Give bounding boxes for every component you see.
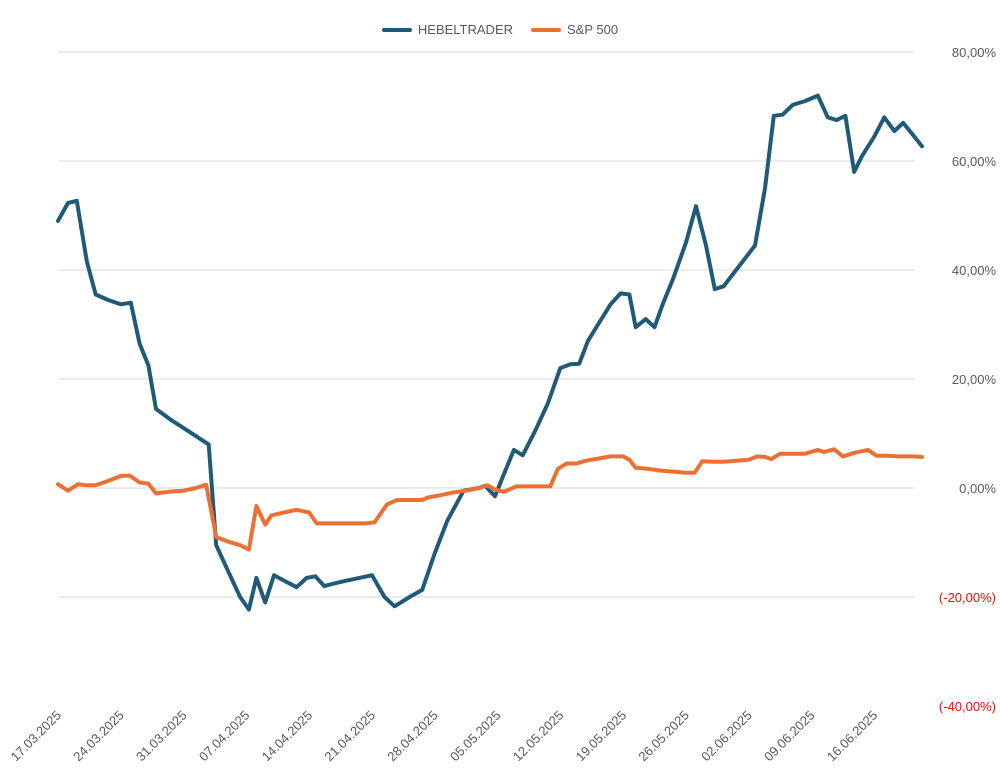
legend-label-sp500: S&P 500	[567, 22, 619, 37]
y-tick-label: 60,00%	[952, 154, 997, 169]
x-tick-label: 09.06.2025	[761, 708, 818, 765]
x-tick-label: 24.03.2025	[70, 708, 127, 765]
y-tick-label: 80,00%	[952, 45, 997, 60]
legend-swatch-sp500	[531, 27, 562, 32]
x-tick-label: 26.05.2025	[635, 708, 692, 765]
x-axis-ticks: 17.03.2025 24.03.2025 31.03.2025 07.04.2025…	[7, 708, 880, 765]
series-lines	[56, 93, 924, 612]
x-tick-label: 19.05.2025	[573, 708, 630, 765]
x-tick-label: 02.06.2025	[698, 708, 755, 765]
legend: HEBELTRADER S&P 500	[0, 22, 1000, 37]
y-tick-label: 40,00%	[952, 263, 997, 278]
x-tick-label: 14.04.2025	[259, 708, 316, 765]
x-tick-label: 16.06.2025	[824, 708, 881, 765]
x-tick-label: 05.05.2025	[447, 708, 504, 765]
legend-swatch-hebeltrader	[381, 27, 412, 32]
y-tick-label: (-20,00%)	[939, 590, 996, 605]
y-tick-label: (-40,00%)	[939, 699, 996, 714]
x-tick-label: 28.04.2025	[384, 708, 441, 765]
y-tick-label: 20,00%	[952, 372, 997, 387]
series-line-sp500	[56, 447, 924, 552]
x-tick-label: 07.04.2025	[196, 708, 253, 765]
y-tick-label: 0,00%	[959, 481, 996, 496]
gridlines	[58, 51, 915, 598]
y-axis-ticks: 80,00% 60,00% 40,00% 20,00% 0,00% (-20,00%) (-…	[939, 45, 997, 714]
series-line-hebeltrader	[56, 93, 924, 612]
x-tick-label: 31.03.2025	[133, 708, 190, 765]
x-tick-label: 12.05.2025	[510, 708, 567, 765]
legend-item-sp500[interactable]: S&P 500	[531, 22, 618, 37]
x-tick-label: 21.04.2025	[321, 708, 378, 765]
legend-item-hebeltrader[interactable]: HEBELTRADER	[381, 22, 514, 37]
x-tick-label: 17.03.2025	[7, 708, 64, 765]
legend-label-hebeltrader: HEBELTRADER	[417, 22, 514, 37]
